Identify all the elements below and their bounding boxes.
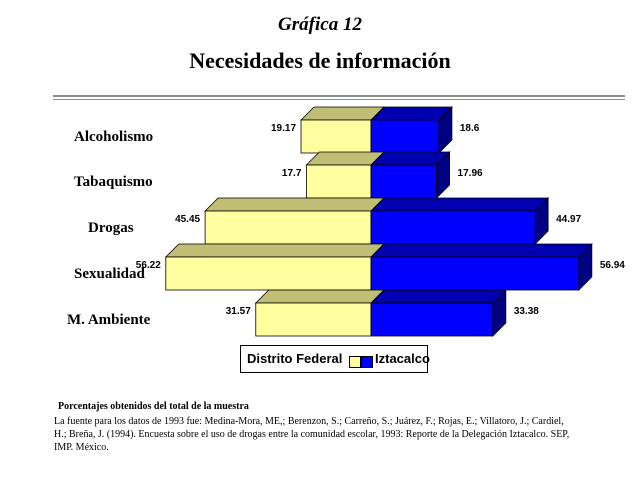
- category-label-tabaquismo: Tabaquismo: [74, 174, 153, 190]
- value-label-df-drogas: 45.45: [175, 214, 200, 225]
- value-label-df-alcoholismo: 19.17: [271, 123, 296, 134]
- bar-top-df-m-ambiente: [254, 289, 385, 304]
- category-label-drogas: Drogas: [88, 220, 134, 236]
- bar-iztacalco-alcoholismo: [370, 119, 440, 154]
- title-divider-thin: [53, 99, 625, 100]
- category-label-sexualidad: Sexualidad: [74, 266, 146, 282]
- bar-top-df-alcoholismo: [300, 106, 385, 121]
- bar-top-iztacalco-m-ambiente: [370, 289, 507, 304]
- bar-df-alcoholismo: [300, 119, 372, 154]
- value-label-iztacalco-alcoholismo: 18.6: [460, 123, 480, 134]
- legend-swatch-distrito-federal: [349, 356, 361, 368]
- diverging-bar-chart: Alcoholismo 19.17 18.6 Tabaquismo 17.7 17.96 D…: [67, 106, 625, 337]
- category-label-alcoholismo: Alcoholismo: [74, 129, 153, 145]
- value-label-iztacalco-tabaquismo: 17.96: [458, 168, 483, 179]
- chart-title: Necesidades de información: [189, 48, 451, 73]
- value-label-df-sexualidad: 56.22: [136, 260, 161, 271]
- bar-df-m-ambiente: [255, 302, 372, 337]
- bar-iztacalco-drogas: [370, 210, 536, 245]
- value-label-df-m-ambiente: 31.57: [226, 306, 251, 317]
- value-label-iztacalco-m-ambiente: 33.38: [514, 306, 539, 317]
- footnote-title: Porcentajes obtenidos del total de la mu…: [58, 401, 249, 412]
- bar-top-iztacalco-alcoholismo: [370, 106, 453, 121]
- bar-top-iztacalco-tabaquismo: [370, 151, 451, 166]
- title-divider: [53, 95, 625, 97]
- footnote-body: La fuente para los datos de 1993 fue: Me…: [54, 416, 570, 453]
- value-label-iztacalco-drogas: 44.97: [556, 214, 581, 225]
- bar-top-df-sexualidad: [164, 243, 385, 258]
- legend-label-distrito-federal: Distrito Federal: [247, 351, 343, 366]
- chart-legend: Distrito Federal Iztacalco: [240, 345, 430, 373]
- category-label-m-ambiente: M. Ambiente: [67, 312, 151, 328]
- bar-df-sexualidad: [165, 256, 372, 291]
- bar-top-df-tabaquismo: [305, 151, 385, 166]
- bar-df-drogas: [204, 210, 372, 245]
- bar-iztacalco-sexualidad: [370, 256, 580, 291]
- legend-swatch-iztacalco: [361, 356, 373, 368]
- chart-kicker: Gráfica 12: [278, 14, 362, 35]
- legend-label-iztacalco: Iztacalco: [375, 351, 430, 366]
- bar-df-tabaquismo: [305, 164, 372, 199]
- value-label-iztacalco-sexualidad: 56.94: [600, 260, 625, 271]
- value-label-df-tabaquismo: 17.7: [282, 168, 302, 179]
- bar-top-iztacalco-drogas: [370, 197, 550, 212]
- bar-top-iztacalco-sexualidad: [370, 243, 593, 258]
- bar-iztacalco-m-ambiente: [370, 302, 494, 337]
- bar-iztacalco-tabaquismo: [370, 164, 437, 199]
- bar-top-df-drogas: [204, 197, 385, 212]
